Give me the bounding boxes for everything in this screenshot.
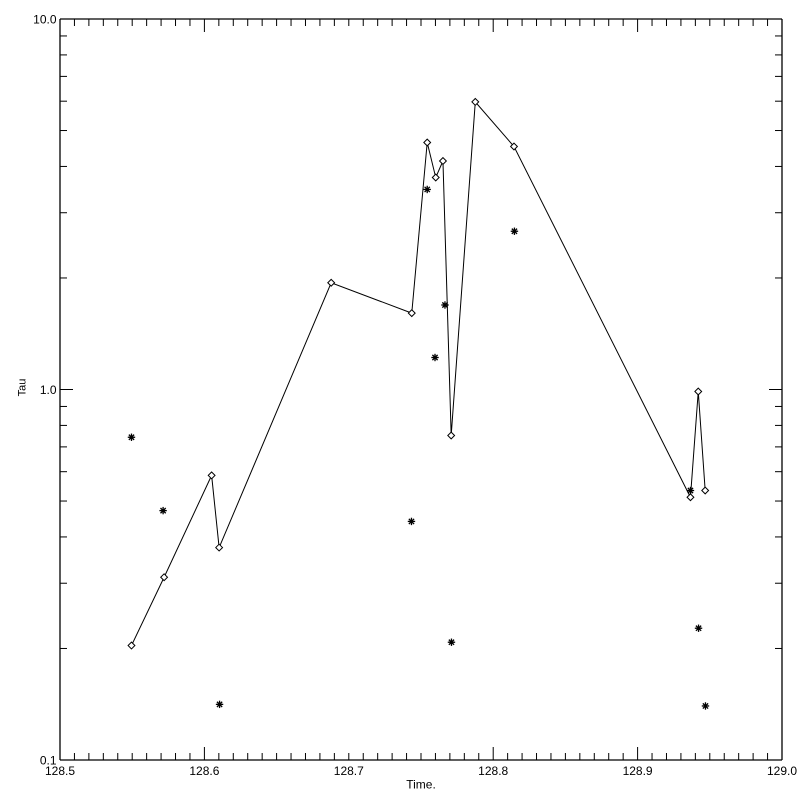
svg-text:1.0: 1.0 [40,383,57,397]
svg-text:0.1: 0.1 [40,753,57,767]
svg-text:128.7: 128.7 [334,764,364,778]
svg-text:128.8: 128.8 [478,764,508,778]
svg-text:129.0: 129.0 [767,764,797,778]
svg-text:Tau: Tau [17,379,29,397]
svg-text:10.0: 10.0 [33,12,57,26]
svg-text:128.6: 128.6 [189,764,219,778]
svg-text:128.9: 128.9 [623,764,653,778]
svg-text:Time.: Time. [406,778,436,792]
